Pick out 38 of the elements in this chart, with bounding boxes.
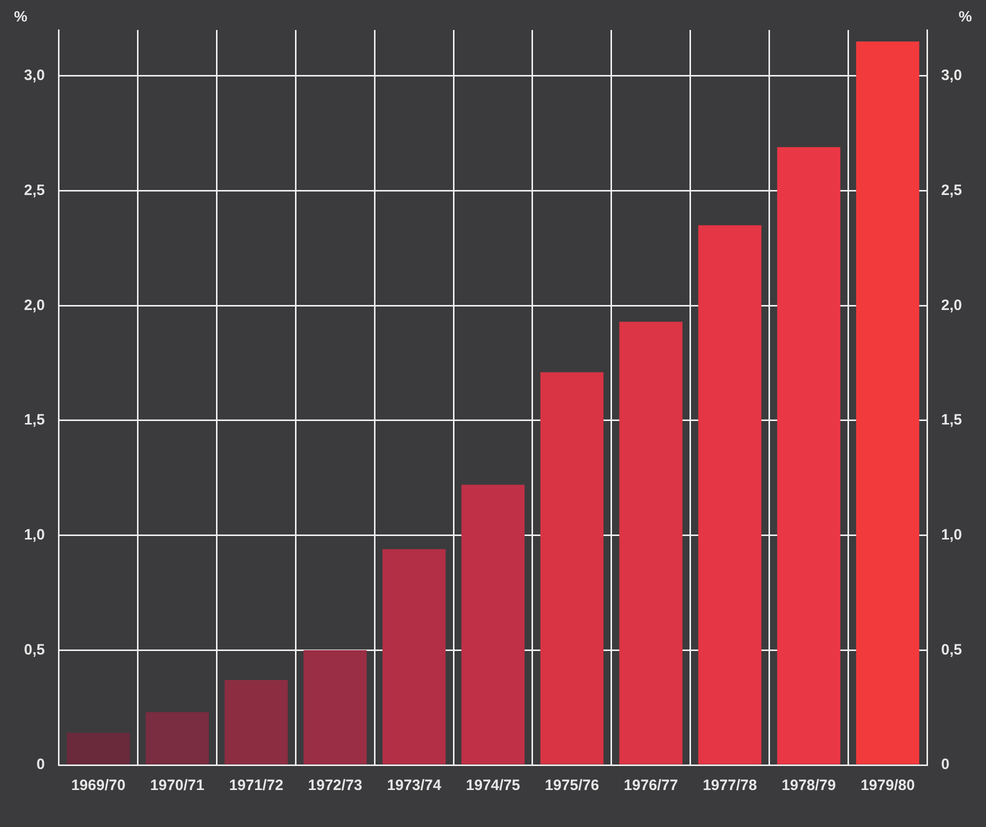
bar — [66, 732, 130, 764]
bar — [146, 712, 209, 764]
bar — [461, 484, 525, 764]
y-tick-label: 0,5 — [24, 641, 45, 658]
x-tick-label: 1978/79 — [782, 777, 836, 794]
y2-tick-label: 1,0 — [941, 526, 962, 544]
y-axis-title: % — [14, 8, 28, 26]
y-tick-label: 1,5 — [24, 412, 45, 429]
y2-tick-label: 0,5 — [941, 641, 962, 658]
x-tick-label: 1979/80 — [860, 777, 915, 794]
bar — [224, 680, 288, 764]
x-tick-label: 1973/74 — [386, 777, 442, 794]
bar — [619, 322, 682, 764]
y2-tick-label: 1,5 — [941, 412, 962, 429]
y2-tick-label: 3,0 — [941, 67, 962, 84]
y2-tick-label: 2,0 — [941, 296, 962, 314]
x-tick-label: 1970/71 — [150, 777, 204, 794]
x-tick-label: 1977/78 — [702, 777, 757, 794]
bar — [382, 549, 446, 764]
x-tick-label: 1974/75 — [466, 777, 520, 794]
y-tick-label: 2,0 — [24, 296, 45, 314]
x-tick-label: 1971/72 — [229, 777, 284, 794]
y-tick-label: 3,0 — [24, 67, 45, 84]
y2-tick-label: 2,5 — [941, 182, 962, 199]
y2-axis-title: % — [958, 8, 972, 26]
bar — [856, 41, 920, 764]
x-tick-label: 1976/77 — [624, 777, 678, 794]
bar — [777, 147, 840, 764]
bar — [698, 225, 762, 764]
bar — [540, 372, 604, 764]
bar — [304, 650, 367, 764]
y2-tick-label: 0 — [941, 756, 950, 774]
y-tick-label: 2,5 — [24, 182, 45, 199]
x-tick-label: 1972/73 — [308, 777, 362, 794]
x-tick-label: 1975/76 — [544, 777, 600, 794]
y-tick-label: 0 — [36, 756, 45, 774]
x-tick-label: 1969/70 — [71, 777, 126, 794]
y-tick-label: 1,0 — [24, 526, 45, 544]
